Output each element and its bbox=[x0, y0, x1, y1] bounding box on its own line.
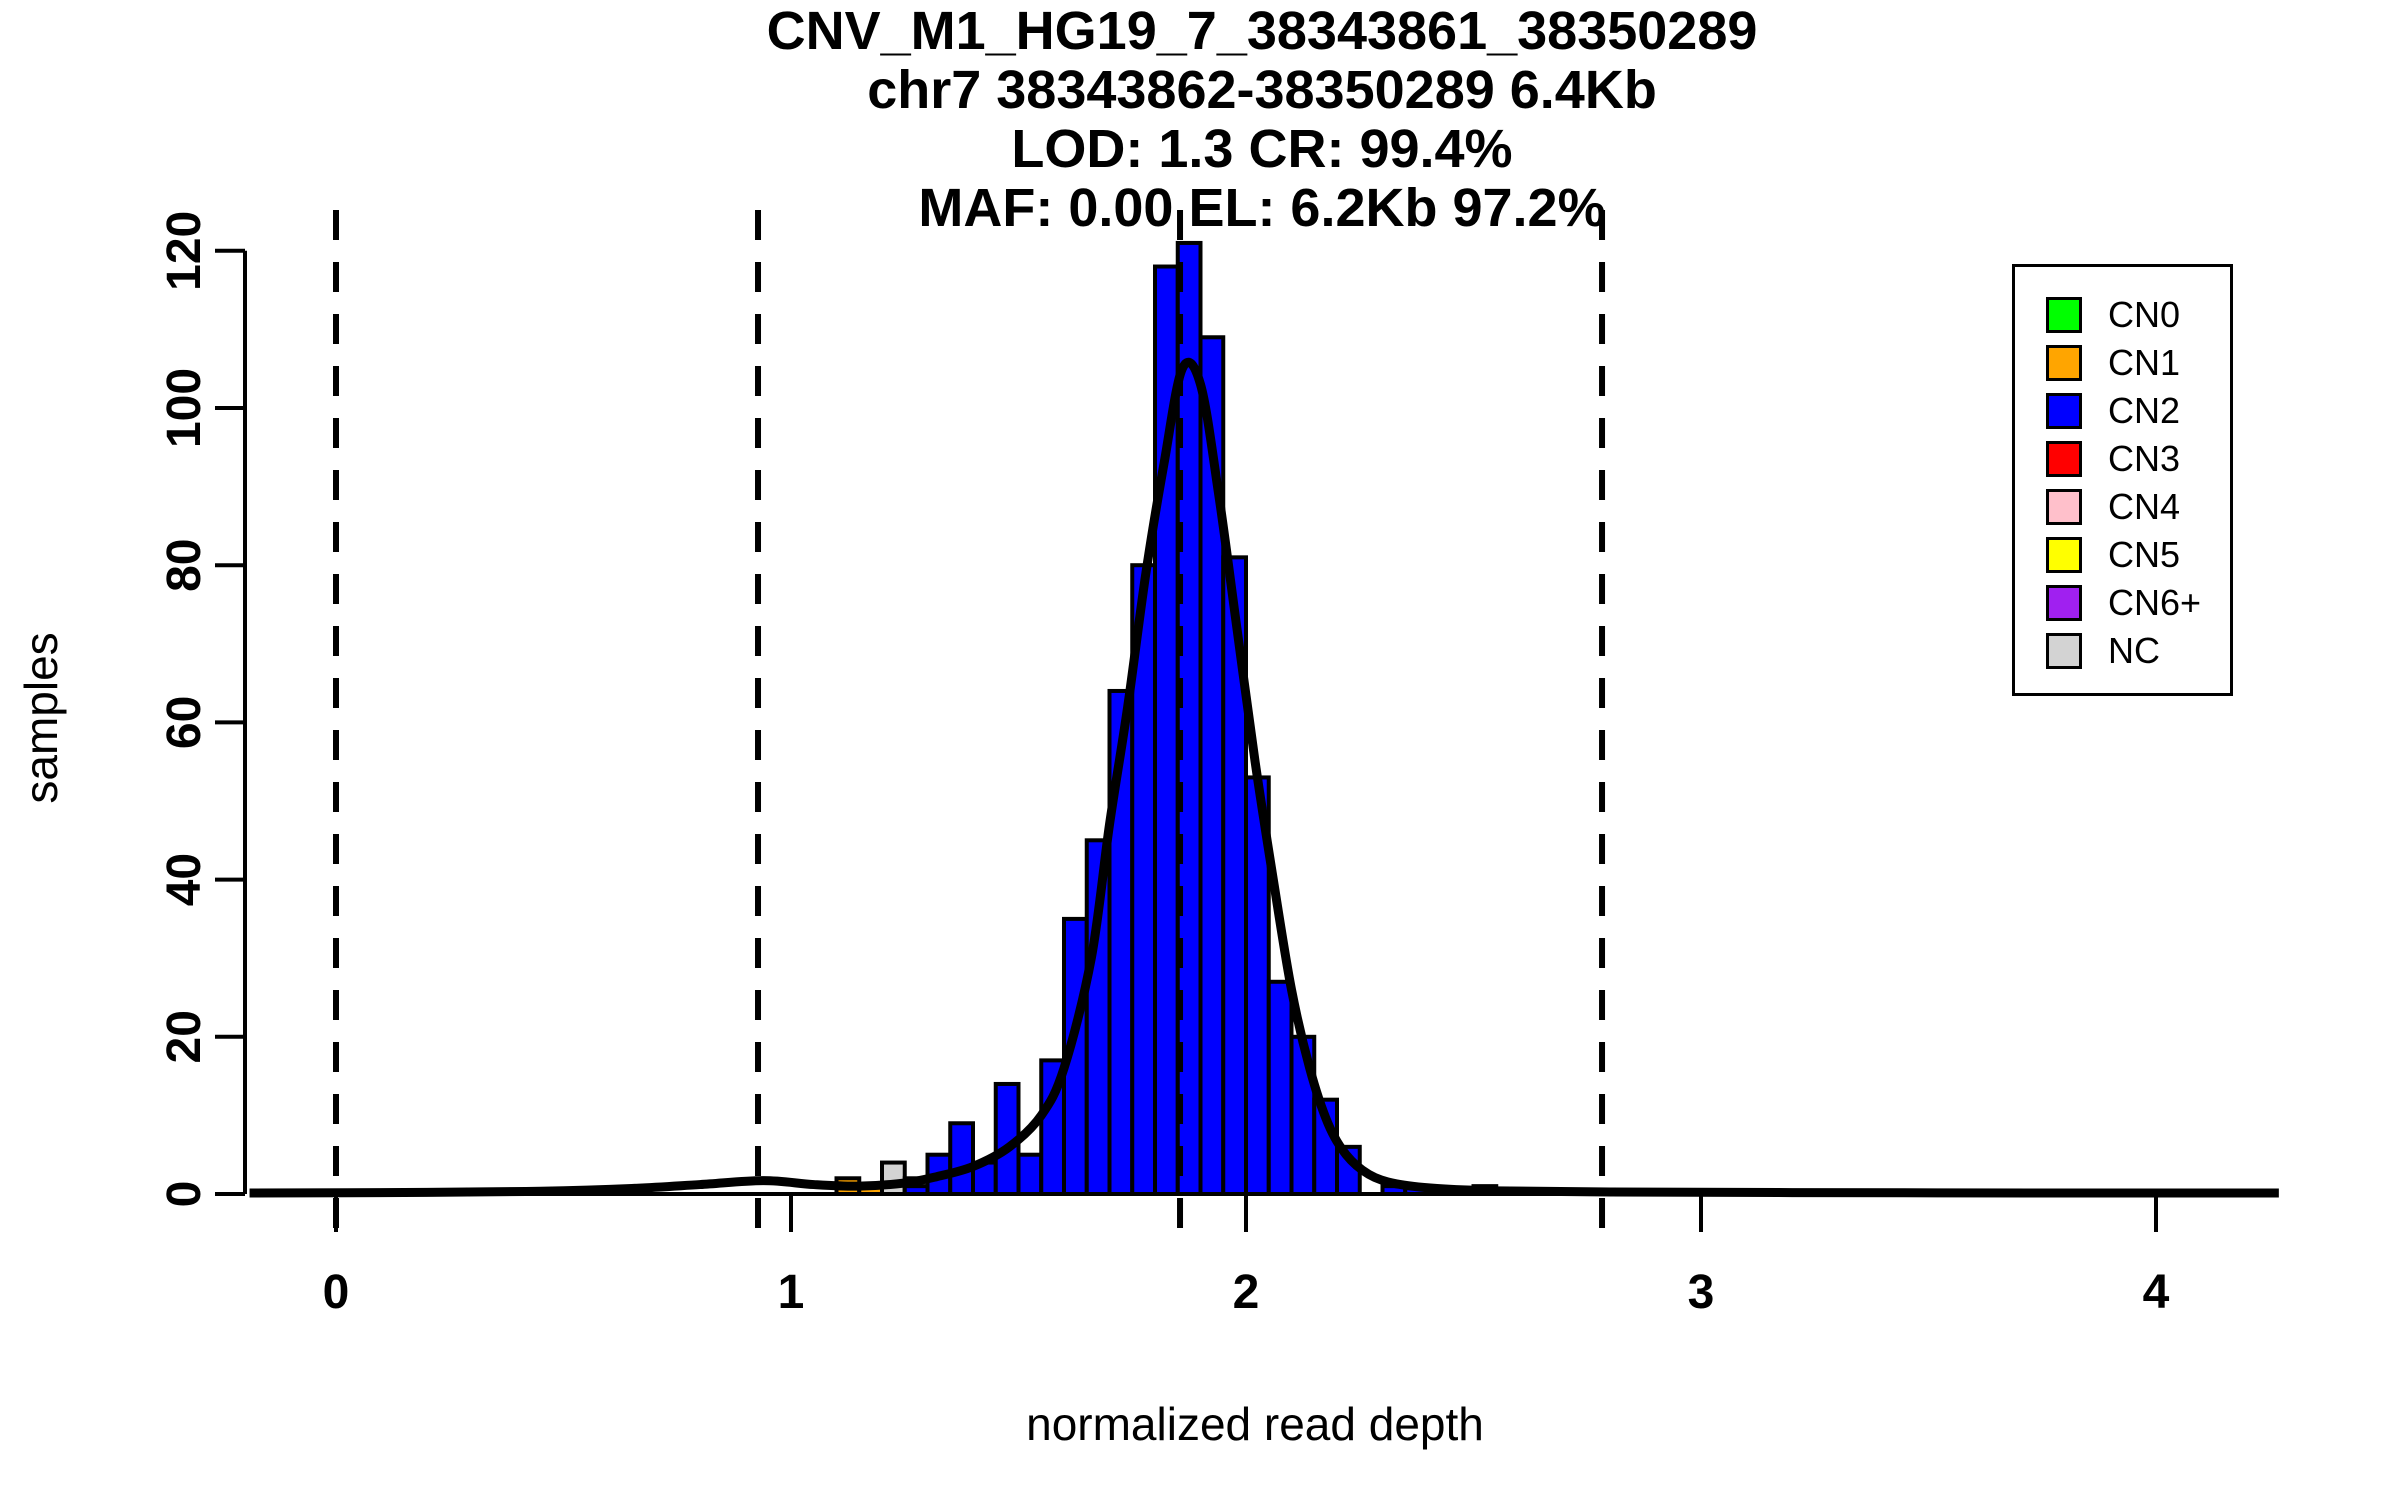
legend-swatch-cn3-icon bbox=[2046, 441, 2082, 477]
y-tick-label: 80 bbox=[158, 539, 211, 592]
x-tick-label: 0 bbox=[323, 1266, 350, 1319]
title-line-3: LOD: 1.3 CR: 99.4% bbox=[1011, 119, 1513, 179]
legend-swatch-cn0-icon bbox=[2046, 297, 2082, 333]
legend-item-cn5: CN5 bbox=[2046, 531, 2230, 579]
x-tick-label: 4 bbox=[2143, 1266, 2170, 1319]
y-tick-label: 60 bbox=[158, 696, 211, 749]
y-tick-label: 0 bbox=[158, 1181, 211, 1208]
legend-swatch-cn4-icon bbox=[2046, 489, 2082, 525]
legend-label: CN6+ bbox=[2108, 582, 2202, 623]
legend-item-cn0: CN0 bbox=[2046, 291, 2230, 339]
legend-item-nc: NC bbox=[2046, 627, 2230, 675]
x-tick-label: 3 bbox=[1688, 1266, 1715, 1319]
cn-legend: CN0 CN1 CN2 CN3 CN4 CN5 CN6+ NC bbox=[2012, 264, 2233, 696]
y-tick-label: 100 bbox=[158, 368, 211, 448]
legend-label: CN2 bbox=[2108, 390, 2181, 431]
x-tick-label: 1 bbox=[778, 1266, 805, 1319]
legend-label: CN3 bbox=[2108, 438, 2181, 479]
legend-label: CN5 bbox=[2108, 534, 2181, 575]
histogram-bar-cn2 bbox=[948, 1121, 975, 1197]
plot-title: CNV_M1_HG19_7_38343861_38350289 chr7 383… bbox=[124, 2, 2400, 238]
x-tick-label: 2 bbox=[1233, 1266, 1260, 1319]
legend-swatch-cn6plus-icon bbox=[2046, 585, 2082, 621]
y-tick-label: 40 bbox=[158, 853, 211, 906]
legend-label: CN1 bbox=[2108, 342, 2181, 383]
legend-swatch-cn2-icon bbox=[2046, 393, 2082, 429]
legend-swatch-cn1-icon bbox=[2046, 345, 2082, 381]
legend-swatch-cn5-icon bbox=[2046, 537, 2082, 573]
legend-item-cn6plus: CN6+ bbox=[2046, 579, 2230, 627]
x-axis-title: normalized read depth bbox=[1026, 1398, 1484, 1450]
density-curve bbox=[249, 357, 2279, 1198]
legend-label: CN0 bbox=[2108, 294, 2181, 335]
title-line-2: chr7 38343862-38350289 6.4Kb bbox=[867, 60, 1657, 120]
legend-item-cn4: CN4 bbox=[2046, 483, 2230, 531]
legend-label: NC bbox=[2108, 630, 2160, 671]
legend-item-cn1: CN1 bbox=[2046, 339, 2230, 387]
legend-item-cn2: CN2 bbox=[2046, 387, 2230, 435]
histogram-bar-cn2 bbox=[1266, 979, 1294, 1197]
legend-item-cn3: CN3 bbox=[2046, 435, 2230, 483]
title-line-4: MAF: 0.00 EL: 6.2Kb 97.2% bbox=[918, 178, 1606, 238]
title-line-1: CNV_M1_HG19_7_38343861_38350289 bbox=[766, 1, 1758, 61]
legend-swatch-nc-icon bbox=[2046, 633, 2082, 669]
y-axis-title: samples bbox=[15, 632, 67, 803]
legend-label: CN4 bbox=[2108, 486, 2181, 527]
y-tick-label: 120 bbox=[158, 211, 211, 291]
histogram-bar-cn2 bbox=[1016, 1152, 1044, 1196]
y-tick-label: 20 bbox=[158, 1010, 211, 1063]
